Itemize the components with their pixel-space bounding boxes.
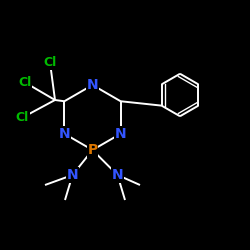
- Text: N: N: [112, 168, 123, 182]
- Text: Cl: Cl: [16, 111, 29, 124]
- Text: P: P: [88, 143, 98, 157]
- Text: N: N: [115, 127, 126, 141]
- Text: N: N: [67, 168, 78, 182]
- Text: N: N: [58, 127, 70, 141]
- Text: Cl: Cl: [44, 56, 57, 69]
- Text: N: N: [87, 78, 98, 92]
- Text: Cl: Cl: [18, 76, 32, 89]
